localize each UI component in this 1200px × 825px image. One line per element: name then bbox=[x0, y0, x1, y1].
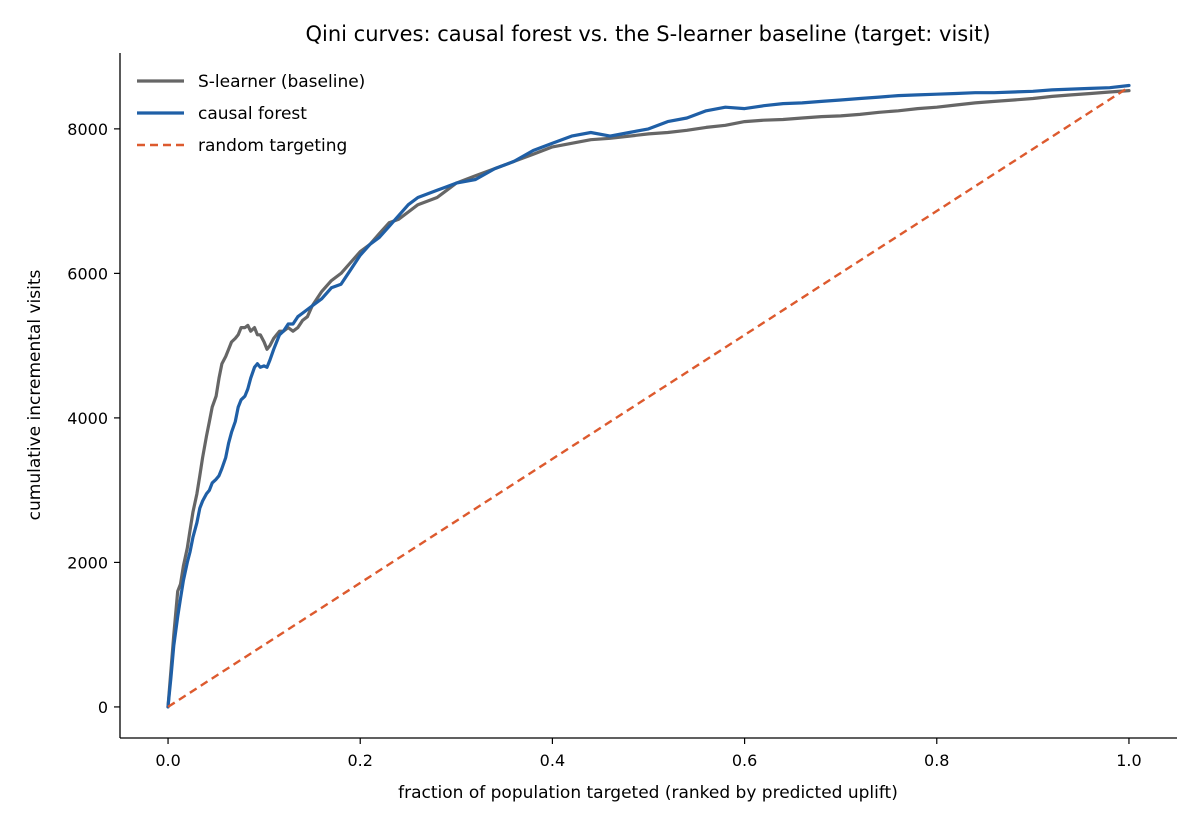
x-tick-label: 1.0 bbox=[1116, 751, 1141, 770]
y-tick-label: 2000 bbox=[67, 553, 108, 572]
y-ticks: 0 2000 4000 6000 8000 bbox=[67, 120, 120, 717]
x-ticks: 0.0 0.2 0.4 0.6 0.8 1.0 bbox=[155, 738, 1142, 770]
legend-label: S-learner (baseline) bbox=[198, 72, 365, 92]
plot-area: 0.0 0.2 0.4 0.6 0.8 1.0 0 2000 4000 6000 8000 bbox=[67, 53, 1177, 770]
chart-title: Qini curves: causal forest vs. the S-lea… bbox=[305, 22, 990, 46]
legend-label: random targeting bbox=[198, 136, 347, 156]
series-line-random-targeting bbox=[167, 85, 1130, 708]
x-tick-label: 0.2 bbox=[348, 751, 373, 770]
series-line-s-learner-baseline bbox=[166, 89, 1131, 709]
x-tick-label: 0.4 bbox=[540, 751, 565, 770]
y-tick-label: 4000 bbox=[67, 409, 108, 428]
series-layer bbox=[166, 83, 1131, 709]
x-tick-label: 0.8 bbox=[924, 751, 949, 770]
y-tick-label: 8000 bbox=[67, 120, 108, 139]
y-tick-label: 6000 bbox=[67, 264, 108, 283]
x-tick-label: 0.6 bbox=[732, 751, 757, 770]
y-axis-label: cumulative incremental visits bbox=[25, 269, 45, 520]
legend-label: causal forest bbox=[198, 104, 307, 124]
y-tick-label: 0 bbox=[98, 698, 108, 717]
x-tick-label: 0.0 bbox=[155, 751, 180, 770]
x-axis-label: fraction of population targeted (ranked … bbox=[398, 783, 898, 803]
series-line-causal-forest bbox=[166, 83, 1131, 709]
legend: S-learner (baseline) causal forest random … bbox=[137, 72, 365, 156]
